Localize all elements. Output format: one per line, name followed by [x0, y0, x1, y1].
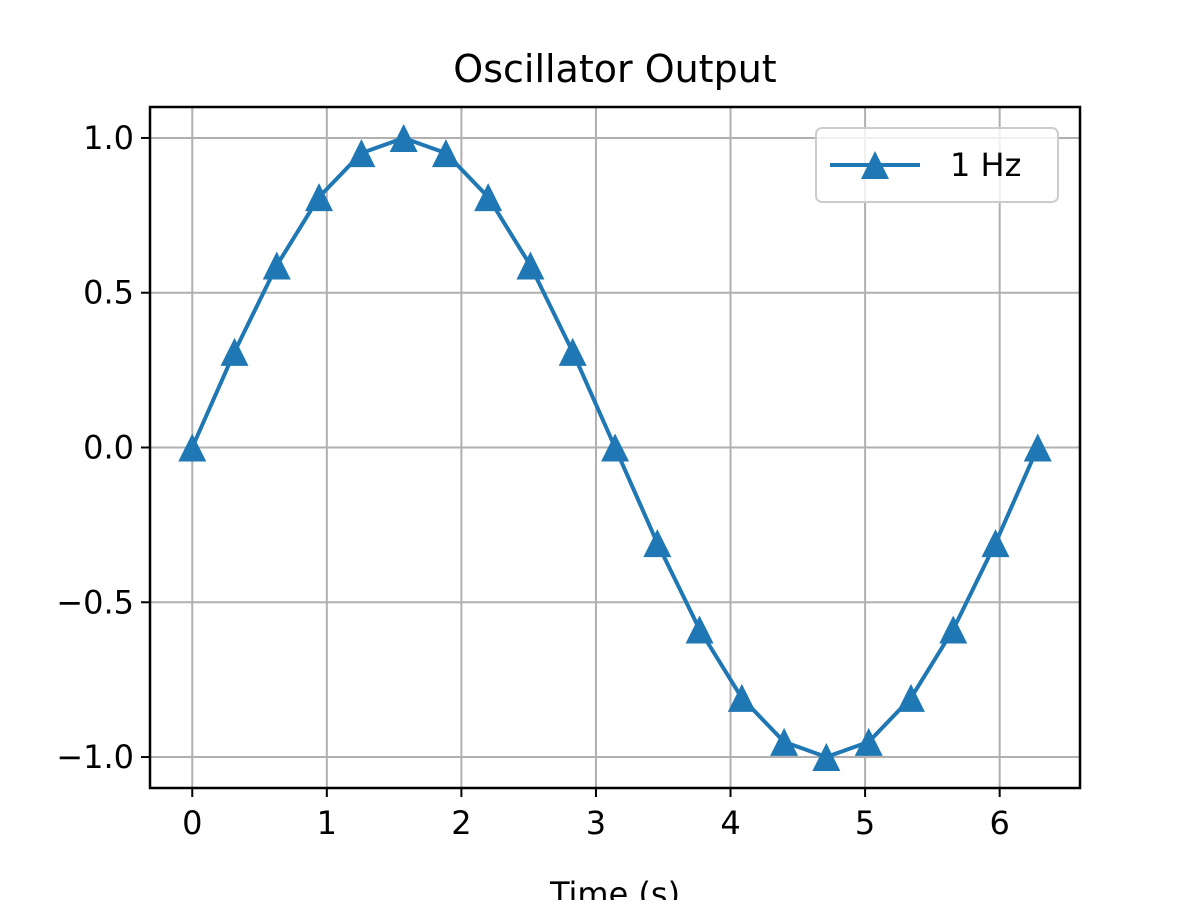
y-tick-label: 0.0 — [83, 429, 134, 467]
legend-entry-label: 1 Hz — [950, 146, 1021, 184]
data-point-marker — [347, 139, 376, 168]
data-point-marker — [770, 727, 799, 756]
data-point-marker — [305, 183, 334, 212]
y-tick-label: 1.0 — [83, 119, 134, 157]
data-point-marker — [601, 433, 630, 462]
data-point-marker — [389, 123, 418, 152]
data-point-marker — [1023, 433, 1052, 462]
series-layer — [178, 123, 1052, 772]
x-axis-label: Time (s) — [549, 875, 680, 900]
data-point-marker — [220, 337, 249, 366]
x-tick-label: 5 — [855, 804, 875, 842]
legend-marker-swatch — [861, 151, 889, 179]
data-point-marker — [643, 529, 672, 558]
data-point-marker — [685, 615, 714, 644]
data-point-marker — [262, 251, 291, 280]
grid — [150, 107, 1080, 788]
y-tick-label: 0.5 — [83, 274, 134, 312]
data-point-marker — [516, 251, 545, 280]
chart-title: Oscillator Output — [453, 47, 776, 91]
data-point-marker — [727, 683, 756, 712]
data-point-marker — [812, 743, 841, 772]
ticks: 0 1 2 3 4 5 6 −1.0 −0.5 0.0 0.5 1.0 — [56, 119, 1010, 842]
data-point-marker — [474, 183, 503, 212]
data-point-marker — [558, 337, 587, 366]
legend: 1 Hz — [815, 127, 1059, 203]
data-point-marker — [981, 529, 1010, 558]
data-point-marker — [854, 727, 883, 756]
data-point-marker — [178, 433, 207, 462]
x-tick-label: 6 — [989, 804, 1009, 842]
x-tick-label: 0 — [182, 804, 202, 842]
x-tick-label: 2 — [451, 804, 471, 842]
data-point-marker — [939, 615, 968, 644]
data-point-marker — [896, 683, 925, 712]
x-tick-label: 4 — [720, 804, 740, 842]
legend-box — [815, 127, 1059, 203]
y-tick-label: −0.5 — [56, 583, 134, 621]
x-tick-label: 1 — [317, 804, 337, 842]
x-tick-label: 3 — [586, 804, 606, 842]
data-point-marker — [431, 139, 460, 168]
y-tick-label: −1.0 — [56, 738, 134, 776]
